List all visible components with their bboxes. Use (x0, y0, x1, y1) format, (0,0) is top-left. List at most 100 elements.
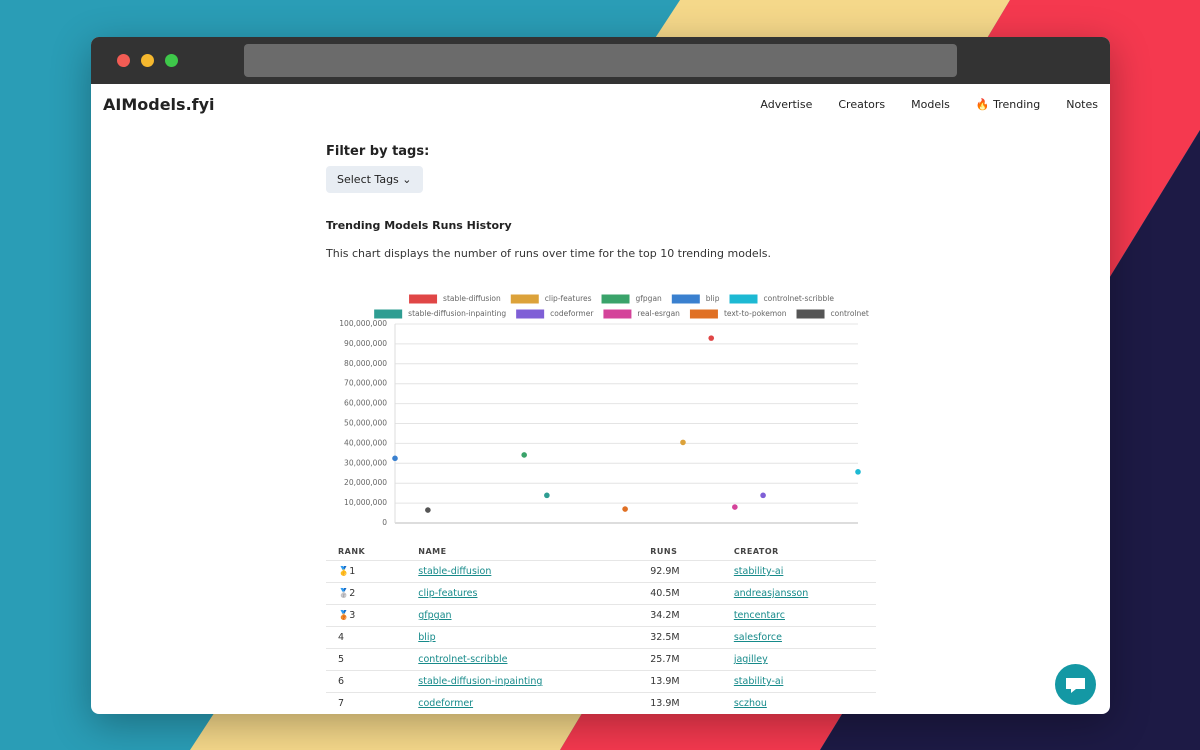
legend-label: clip-features (545, 294, 592, 303)
legend-swatch (729, 294, 758, 304)
rank: 6 (338, 676, 345, 687)
title-bar (91, 37, 1110, 84)
table-row: 4 blip 32.5M salesforce (326, 626, 876, 649)
chart: 0 10,000,000 20,000,000 30,000,000 40,000,00… (339, 294, 869, 527)
section-title: Trending Models Runs History (326, 219, 512, 232)
model-name[interactable]: blip (406, 626, 639, 649)
creator[interactable]: tencentarc (721, 604, 876, 627)
runs: 34.2M (638, 604, 722, 627)
nav-link[interactable]: Models (911, 98, 950, 111)
legend-swatch (603, 309, 632, 319)
rank: 2 (349, 588, 356, 599)
point (622, 506, 628, 512)
y-tick-label: 10,000,000 (344, 498, 387, 507)
creator[interactable]: stability-ai (721, 560, 876, 583)
y-tick-label: 90,000,000 (344, 339, 387, 348)
minimize-button[interactable] (141, 54, 154, 67)
column-header: CREATOR (733, 546, 779, 556)
point (521, 452, 527, 458)
address-bar[interactable] (244, 44, 957, 77)
creator[interactable]: salesforce (721, 626, 876, 649)
rank-cell: 🥉3 (326, 604, 407, 627)
legend-swatch (796, 309, 825, 319)
legend-label: stable-diffusion (443, 294, 501, 303)
legend-label: blip (706, 294, 720, 303)
legend-swatch (510, 294, 539, 304)
legend-label: real-esrgan (637, 309, 680, 318)
column-header: RANK (338, 546, 366, 556)
table-row: 🥇1 stable-diffusion 92.9M stability-ai (326, 560, 876, 583)
table-row: 6 stable-diffusion-inpainting 13.9M stabili… (326, 670, 876, 693)
runs: 32.5M (638, 626, 722, 649)
point (708, 335, 715, 341)
column-header: NAME (418, 546, 447, 556)
creator[interactable]: sczhou (721, 692, 876, 714)
legend-swatch (689, 309, 718, 319)
rank-cell: 7 (326, 692, 407, 714)
runs: 92.9M (638, 560, 722, 583)
y-tick-label: 0 (382, 518, 387, 527)
model-name[interactable]: stable-diffusion-inpainting (406, 670, 639, 693)
select-tags-button[interactable]: Select Tags ⌄ (326, 166, 423, 193)
model-name[interactable]: gfpgan (406, 604, 639, 627)
rank: 4 (338, 632, 345, 643)
maximize-button[interactable] (165, 54, 178, 67)
rank: 5 (338, 654, 345, 665)
y-tick-label: 50,000,000 (344, 419, 387, 428)
point (760, 492, 766, 499)
nav-link[interactable]: Notes (1066, 98, 1098, 111)
legend-swatch (516, 309, 545, 319)
legend-label: stable-diffusion-inpainting (408, 309, 506, 318)
creator[interactable]: jagilley (721, 648, 876, 671)
model-name[interactable]: controlnet-scribble (406, 648, 639, 671)
rank-cell: 6 (326, 670, 407, 693)
point (544, 492, 550, 499)
table-row: 🥈2 clip-features 40.5M andreasjansson (326, 582, 876, 605)
runs: 13.9M (638, 692, 722, 714)
medal: 🥉 (338, 611, 350, 621)
creator[interactable]: andreasjansson (721, 582, 876, 605)
y-tick-label: 40,000,000 (344, 438, 387, 447)
legend-label: text-to-pokemon (724, 309, 787, 318)
rank-cell: 5 (326, 648, 407, 671)
rank: 1 (349, 566, 356, 577)
logo[interactable]: AIModels.fyi (103, 95, 215, 114)
nav-link[interactable]: Advertise (760, 98, 813, 111)
close-button[interactable] (117, 54, 130, 67)
medal: 🥇 (338, 567, 350, 577)
browser-window: AIModels.fyi Advertise Creators Models 🔥 Tr… (91, 37, 1110, 714)
legend-label: controlnet-scribble (764, 294, 835, 303)
y-tick-label: 20,000,000 (344, 478, 387, 487)
legend-swatch (409, 294, 438, 304)
rank-cell: 🥇1 (326, 560, 407, 583)
rank-cell: 🥈2 (326, 582, 407, 605)
rank-cell: 4 (326, 626, 407, 649)
model-name[interactable]: clip-features (406, 582, 639, 605)
legend-label: gfpgan (636, 294, 663, 303)
filter-title: Filter by tags: (326, 144, 430, 159)
model-name[interactable]: codeformer (406, 692, 639, 714)
point (732, 504, 738, 510)
runs: 13.9M (638, 670, 722, 693)
table-row: 7 codeformer 13.9M sczhou (326, 692, 876, 714)
runs: 25.7M (638, 648, 722, 671)
legend-label: codeformer (550, 309, 594, 318)
table-header: RANK NAME RUNS CREATOR (326, 542, 876, 561)
point (392, 455, 398, 462)
y-tick-label: 100,000,000 (339, 319, 387, 328)
model-name[interactable]: stable-diffusion (406, 560, 639, 583)
y-tick-label: 60,000,000 (344, 399, 387, 408)
nav-link[interactable]: 🔥 Trending (975, 98, 1041, 111)
table-row: 🥉3 gfpgan 34.2M tencentarc (326, 604, 876, 627)
chat-button[interactable] (1055, 664, 1096, 705)
creator[interactable]: stability-ai (721, 670, 876, 693)
section-description: This chart displays the number of runs o… (326, 247, 771, 260)
point (855, 469, 861, 475)
point (425, 507, 431, 513)
nav-link[interactable]: Creators (838, 98, 886, 111)
legend-label: controlnet (831, 309, 869, 318)
medal: 🥈 (338, 589, 350, 599)
runs: 40.5M (638, 582, 722, 605)
y-tick-label: 80,000,000 (344, 359, 387, 368)
